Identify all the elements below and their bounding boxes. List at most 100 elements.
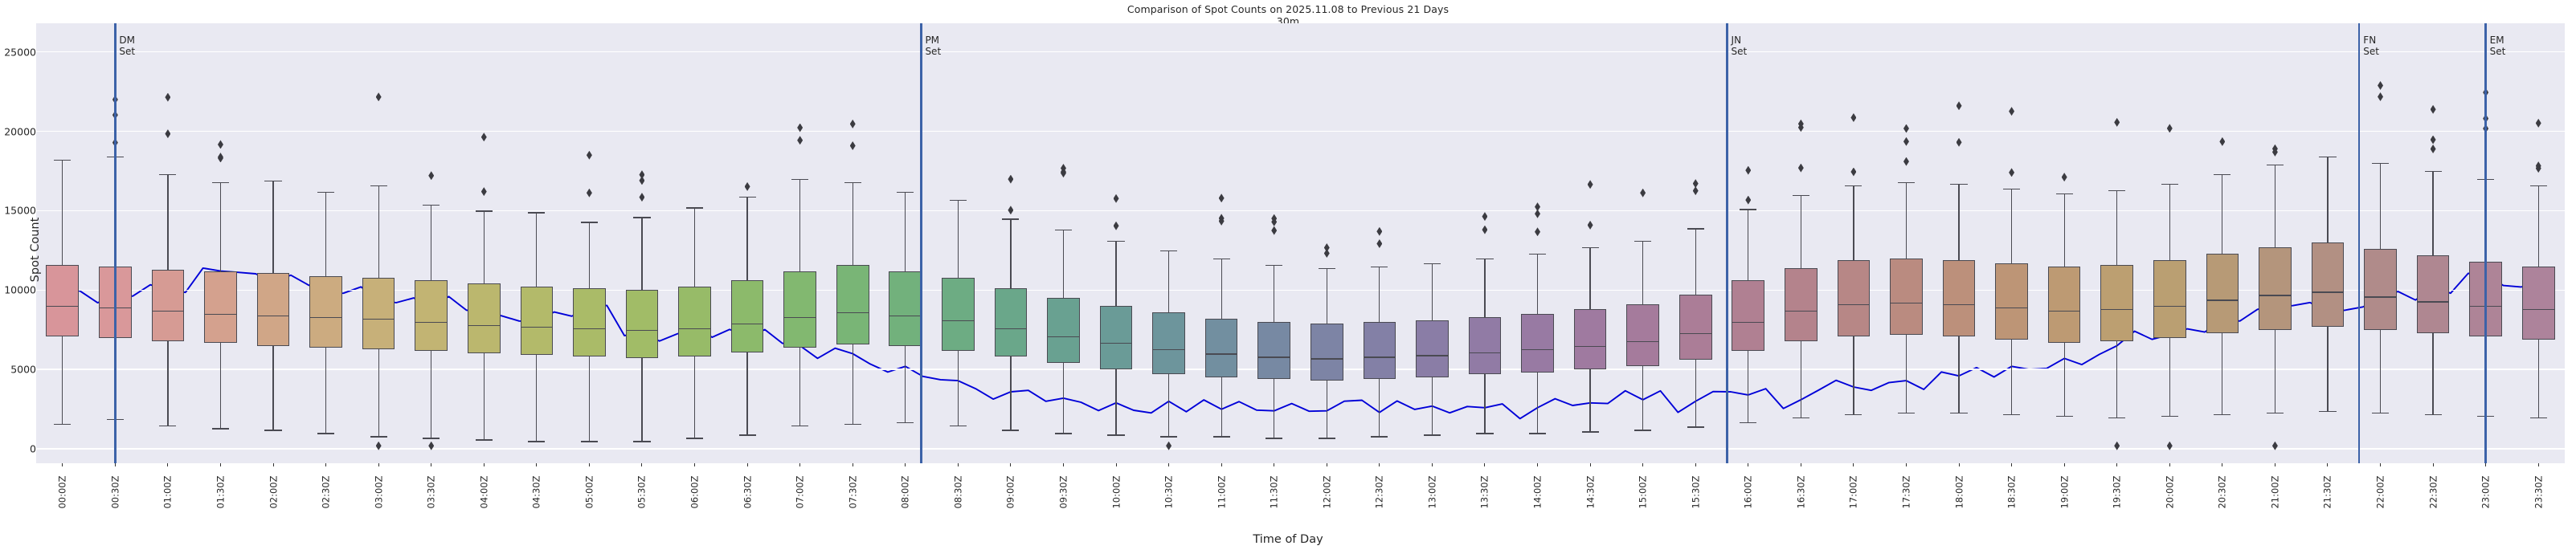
box <box>1995 263 2028 340</box>
whisker-cap <box>54 160 72 161</box>
median-line <box>46 306 80 308</box>
outlier-marker <box>1376 226 1383 236</box>
x-tick-label: 03:00Z <box>371 463 386 535</box>
whisker-cap <box>1581 246 1599 249</box>
outlier-marker <box>1271 217 1278 226</box>
whisker-cap <box>1318 267 1335 269</box>
outlier-marker <box>1903 157 1909 166</box>
median-line <box>1785 311 1818 312</box>
whisker-cap <box>897 422 914 423</box>
x-tick-label: 06:30Z <box>740 463 754 535</box>
whisker-cap <box>1792 417 1809 418</box>
box <box>1785 267 1818 341</box>
annotation-label-em-set: EM Set <box>2489 35 2506 57</box>
x-tick-mark <box>1642 463 1644 466</box>
outlier-marker <box>1535 209 1541 218</box>
x-tick-label: 04:00Z <box>476 463 491 535</box>
outlier-marker <box>1850 112 1857 122</box>
x-tick-label: 15:00Z <box>1636 463 1650 535</box>
outlier-marker <box>639 170 645 180</box>
x-tick-label: 18:30Z <box>2005 463 2019 535</box>
outlier-marker <box>1113 221 1119 230</box>
median-line <box>151 311 185 312</box>
median-line <box>520 326 554 328</box>
x-tick-label: 20:00Z <box>2162 463 2177 535</box>
x-tick-mark <box>1431 463 1433 466</box>
whisker-cap <box>1897 181 1916 184</box>
outlier-marker <box>217 140 223 149</box>
outlier-marker <box>639 176 645 185</box>
outlier-marker <box>165 129 171 139</box>
x-tick-label: 10:00Z <box>1109 463 1123 535</box>
x-tick-label: 11:00Z <box>1214 463 1229 535</box>
whisker-cap <box>2108 417 2126 418</box>
box <box>625 290 659 359</box>
whisker-cap <box>1740 422 1757 423</box>
box <box>942 277 975 351</box>
x-tick-mark <box>746 463 748 466</box>
x-tick-mark <box>378 463 379 466</box>
box <box>2311 242 2345 327</box>
outlier-marker <box>1323 249 1330 259</box>
x-tick-label: 02:30Z <box>319 463 333 535</box>
box <box>2364 248 2397 330</box>
median-line <box>1837 304 1871 306</box>
box <box>256 272 290 346</box>
whisker-cap <box>370 436 387 438</box>
whisker-cap <box>633 441 651 442</box>
outlier-marker <box>744 181 750 191</box>
outlier-marker <box>1692 179 1699 189</box>
x-tick-mark <box>62 463 63 466</box>
median-line <box>1047 336 1080 338</box>
box <box>1626 304 1659 367</box>
whisker-cap <box>2214 173 2231 176</box>
x-tick-label: 13:30Z <box>1478 463 1492 535</box>
outlier-marker <box>2009 107 2015 116</box>
box <box>1942 259 1976 336</box>
x-tick-mark <box>2011 463 2013 466</box>
outlier-marker <box>1166 441 1172 450</box>
outlier-marker <box>1535 227 1541 237</box>
median-line <box>836 312 869 314</box>
outlier-marker <box>1956 101 1962 111</box>
x-tick-mark <box>1484 463 1486 466</box>
box <box>1732 280 1765 351</box>
outlier-marker <box>1640 188 1646 198</box>
whisker-cap <box>1160 250 1178 252</box>
x-tick-label: 04:30Z <box>530 463 544 535</box>
x-tick-mark <box>1010 463 1012 466</box>
y-tick-label: 15000 <box>4 204 36 217</box>
outlier-marker <box>1692 186 1699 196</box>
x-tick-label: 20:30Z <box>2215 463 2230 535</box>
outlier-marker <box>480 132 487 142</box>
x-tick-label: 23:30Z <box>2531 463 2545 535</box>
median-line <box>1363 356 1396 358</box>
x-tick-label: 19:30Z <box>2110 463 2124 535</box>
median-line <box>2206 299 2239 301</box>
box <box>1047 298 1080 364</box>
median-line <box>1732 321 1765 324</box>
outlier-marker <box>1218 216 1225 226</box>
x-tick-label: 03:30Z <box>424 463 439 535</box>
whisker-cap <box>54 423 72 425</box>
outlier-marker <box>1587 180 1593 189</box>
x-tick-label: 05:00Z <box>582 463 596 535</box>
x-tick-label: 08:00Z <box>898 463 913 535</box>
x-tick-label: 16:30Z <box>1793 463 1808 535</box>
outlier-marker <box>1903 136 1909 146</box>
box <box>2047 266 2081 343</box>
x-tick-mark <box>2485 463 2487 466</box>
x-tick-mark <box>2169 463 2170 466</box>
x-tick-label: 13:00Z <box>1425 463 1439 535</box>
median-line <box>467 324 501 327</box>
y-tick-label: 0 <box>30 442 36 455</box>
box <box>46 264 80 336</box>
median-line <box>1468 352 1502 353</box>
outlier-marker <box>428 441 435 450</box>
box <box>1521 314 1554 373</box>
median-line <box>1573 345 1607 347</box>
y-tick-label: 10000 <box>4 283 36 296</box>
x-tick-label: 01:30Z <box>213 463 227 535</box>
whisker-cap <box>844 423 861 425</box>
whisker-cap <box>1845 185 1862 187</box>
